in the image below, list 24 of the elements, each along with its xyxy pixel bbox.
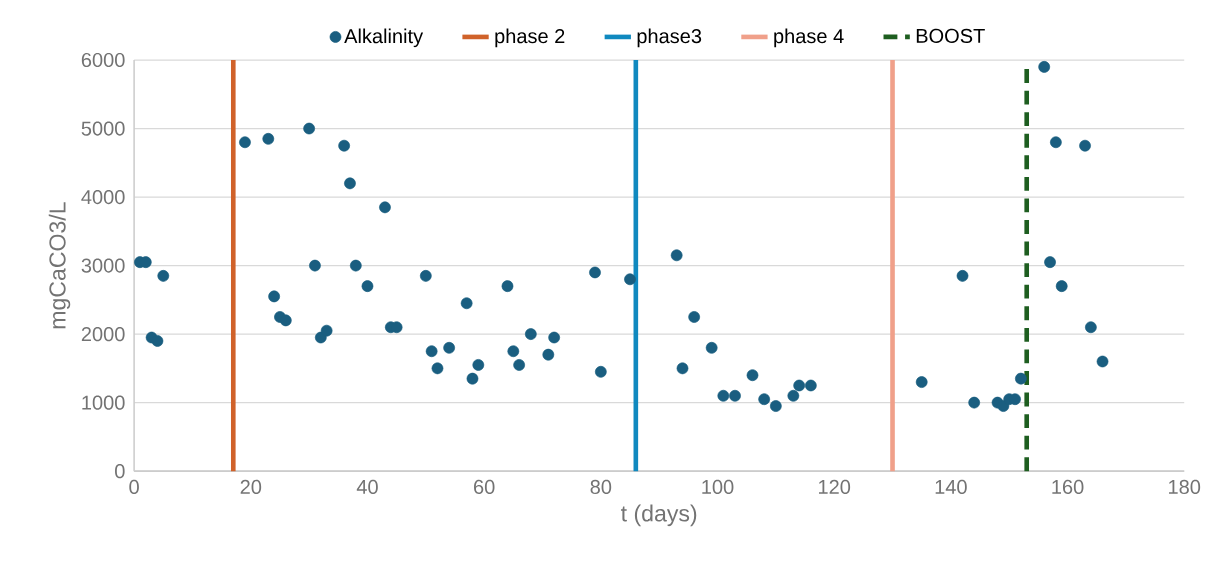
x-tick-label: 60 — [474, 479, 495, 494]
y-tick-label: 1000 — [82, 395, 125, 410]
legend-label: phase 4 — [774, 28, 844, 48]
x-tick-label: 20 — [240, 479, 262, 494]
x-tick-label: 160 — [1052, 479, 1084, 494]
y-tick-label: 4000 — [81, 189, 125, 205]
x-tick-label: 0 — [129, 479, 139, 494]
x-tick-label: 100 — [702, 479, 734, 494]
x-tick-label: 80 — [590, 479, 612, 494]
y-tick-label: 3000 — [81, 258, 125, 273]
y-tick-label: 0 — [115, 463, 125, 479]
x-axis-title: t (days) — [620, 504, 697, 527]
x-tick-label: 140 — [935, 479, 967, 494]
x-tick-label: 120 — [819, 479, 851, 494]
legend-label: phase3 — [637, 28, 702, 48]
x-tick-label: 40 — [356, 479, 378, 494]
y-tick-label: 2000 — [81, 326, 125, 342]
y-tick-label: 6000 — [81, 52, 125, 68]
legend-label: BOOST — [916, 28, 985, 43]
y-axis-title: mgCaCO3/L — [48, 202, 71, 329]
y-tick-label: 5000 — [81, 121, 125, 136]
legend-label: phase 2 — [495, 28, 565, 48]
x-tick-label: 180 — [1169, 479, 1201, 494]
legend-label: Alkalinity — [344, 28, 424, 48]
